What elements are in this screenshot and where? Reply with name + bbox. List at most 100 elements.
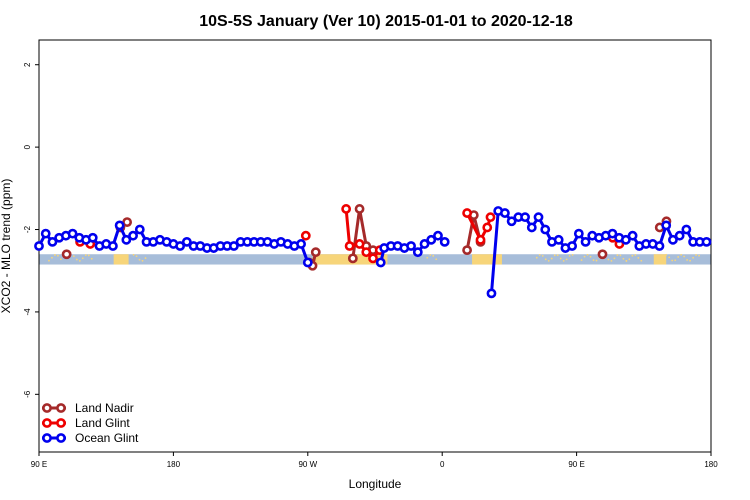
land-dot xyxy=(544,258,547,261)
legend-marker-land-nadir xyxy=(56,403,66,413)
ocean-glint-point xyxy=(302,257,313,268)
land-dot xyxy=(48,259,50,262)
ocean-glint-point xyxy=(87,232,98,243)
land-dot xyxy=(595,259,598,262)
legend-marker-ocean-glint xyxy=(42,433,52,443)
land-glint-point xyxy=(354,239,365,249)
land-dot xyxy=(616,254,619,257)
land-dot xyxy=(144,257,147,259)
ocean-glint-point xyxy=(668,234,678,245)
land-dot xyxy=(559,257,562,260)
land-dot xyxy=(138,258,141,261)
ocean-glint-point xyxy=(526,222,537,233)
ocean-glint-point xyxy=(540,224,551,235)
land-dot xyxy=(78,259,81,262)
land-dot xyxy=(87,254,90,257)
land-dot xyxy=(677,256,680,258)
land-dot xyxy=(75,258,78,261)
ocean-glint-point xyxy=(567,241,578,251)
land-dot xyxy=(683,255,686,258)
ocean-glint-point xyxy=(486,288,497,299)
land-glint-point xyxy=(341,204,352,214)
land-nadir-point xyxy=(347,253,358,264)
land-dot xyxy=(586,253,589,256)
ocean-glint-point xyxy=(580,236,591,247)
ocean-glint-point xyxy=(128,230,138,241)
ocean-glint-point xyxy=(701,236,712,247)
ocean-glint-point xyxy=(228,241,239,251)
y-tick-label: -4 xyxy=(23,308,32,316)
land-glint-point xyxy=(485,212,496,223)
y-tick-label: -6 xyxy=(23,390,32,398)
legend-label-land-glint: Land Glint xyxy=(75,416,130,430)
land-dot xyxy=(692,256,694,259)
ocean-glint-point xyxy=(406,241,416,251)
ocean-glint-point xyxy=(654,241,665,251)
land-span xyxy=(653,254,667,265)
legend-label-ocean-glint: Ocean Glint xyxy=(75,431,139,445)
ocean-glint-point xyxy=(674,230,685,241)
legend-label-land-nadir: Land Nadir xyxy=(75,401,134,415)
land-dot xyxy=(640,259,643,262)
land-nadir-point xyxy=(597,249,608,260)
ocean-glint-point xyxy=(419,239,430,249)
land-dot xyxy=(54,254,56,256)
ocean-glint-point xyxy=(296,239,306,249)
ocean-glint-point xyxy=(607,228,618,239)
land-dot xyxy=(665,253,668,256)
ocean-glint-point xyxy=(121,234,132,245)
land-dot xyxy=(680,253,683,256)
land-dot xyxy=(72,255,75,257)
land-dot xyxy=(583,255,586,258)
land-dot xyxy=(562,259,565,262)
land-dot xyxy=(426,256,429,259)
land-span xyxy=(113,254,129,265)
x-tick-label: 90 E xyxy=(31,460,47,469)
chart-title: 10S-5S January (Ver 10) 2015-01-01 to 20… xyxy=(199,13,573,30)
land-dot xyxy=(631,254,634,257)
land-glint-point xyxy=(368,253,378,264)
y-tick-label: 0 xyxy=(23,144,32,149)
ocean-glint-point xyxy=(533,212,544,223)
ocean-glint-point xyxy=(661,220,672,231)
ocean-glint-point xyxy=(500,208,510,218)
land-dot xyxy=(622,257,625,260)
ocean-glint-point xyxy=(553,234,564,245)
land-glint-point xyxy=(300,230,311,241)
land-dot xyxy=(580,259,583,261)
ocean-glint-point xyxy=(439,236,450,247)
land-dot xyxy=(556,254,559,257)
ocean-glint-point xyxy=(134,224,145,235)
ocean-glint-point xyxy=(412,247,423,258)
ocean-glint-point xyxy=(40,228,51,239)
land-dot xyxy=(429,254,432,256)
land-dot xyxy=(60,258,62,261)
land-glint-point xyxy=(475,234,486,245)
land-dot xyxy=(538,254,541,256)
ocean-glint-point xyxy=(433,230,443,241)
ocean-glint-point xyxy=(627,230,638,241)
land-dot xyxy=(541,254,544,257)
ocean-glint-point xyxy=(520,212,530,223)
y-tick-label: -2 xyxy=(23,225,32,233)
land-nadir-point xyxy=(462,245,472,256)
land-dot xyxy=(689,259,691,262)
land-dot xyxy=(634,254,637,256)
land-dot xyxy=(613,257,616,260)
ocean-glint-point xyxy=(181,236,192,247)
land-dot xyxy=(432,254,435,257)
land-nadir-point xyxy=(310,247,321,258)
land-dot xyxy=(132,253,135,256)
land-glint-point xyxy=(344,241,355,251)
land-dot xyxy=(674,259,677,262)
plot-area: 2 0 -2 -4 -6 90 E 180 90 W 0 90 E 180 xyxy=(23,39,718,469)
ocean-glint-point xyxy=(47,236,58,247)
y-tick-label: 2 xyxy=(23,62,32,67)
legend-marker-land-glint xyxy=(56,418,66,428)
land-dot xyxy=(553,254,556,257)
land-nadir-point xyxy=(122,217,133,228)
land-nadir-point xyxy=(354,204,365,214)
land-dot xyxy=(686,259,689,261)
